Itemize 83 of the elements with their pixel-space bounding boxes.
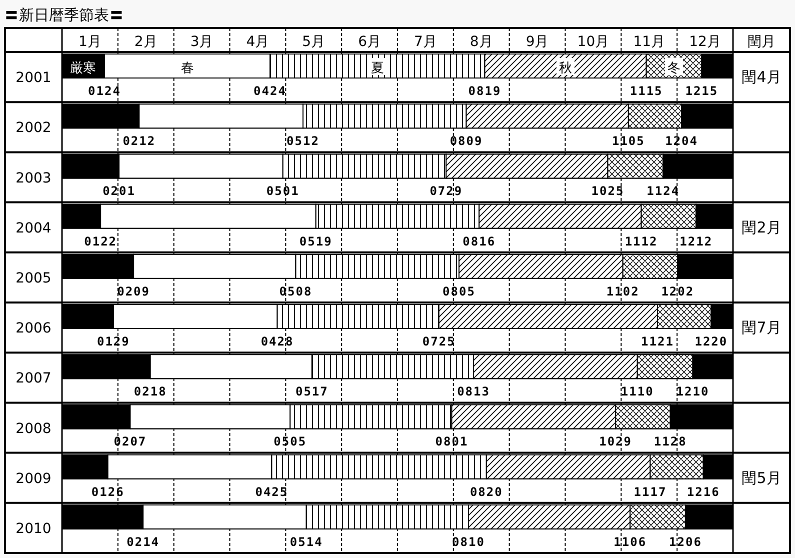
annotation: 閏5月 — [742, 468, 782, 487]
annotation: 0801 — [435, 434, 468, 449]
x-tick-label: 4月 — [246, 34, 270, 50]
annotation: 0201 — [102, 184, 136, 198]
y-tick-label: 2006 — [16, 320, 52, 337]
annotation: 1121 — [641, 334, 674, 348]
annotation: 1106 — [614, 534, 647, 549]
y-tick-label: 2010 — [16, 520, 52, 537]
y-tick-label: 2003 — [16, 170, 52, 186]
chart-title: 〓新日暦季節表〓 — [4, 6, 124, 24]
annotation: 0819 — [468, 84, 502, 98]
y-tick-label: 2005 — [16, 270, 52, 286]
y-tick-label: 2009 — [16, 470, 52, 487]
annotation: 閏2月 — [742, 218, 782, 236]
series-label: 冬 — [668, 61, 681, 76]
annotation: 0218 — [134, 384, 167, 399]
annotation: 1206 — [669, 534, 702, 549]
annotation: 0424 — [254, 84, 286, 98]
x-tick-label: 11月 — [633, 34, 666, 50]
y-tick-label: 2001 — [16, 70, 52, 86]
annotation: 1115 — [630, 84, 663, 98]
annotation: 1117 — [634, 484, 667, 499]
annotation: 0517 — [295, 384, 328, 399]
annotation: 1025 — [591, 184, 624, 198]
annotation: 0512 — [286, 134, 320, 148]
annotation: 1110 — [620, 384, 654, 399]
annotation: 1220 — [694, 334, 728, 348]
annotation: 0810 — [452, 534, 485, 549]
annotation: 0124 — [88, 84, 121, 98]
annotation: 0505 — [274, 434, 307, 449]
x-tick-label: 12月 — [689, 34, 721, 50]
annotation: 0129 — [96, 334, 130, 348]
x-tick-label: 2月 — [134, 34, 158, 50]
annotation: 1102 — [606, 284, 640, 298]
annotation: 0816 — [462, 234, 496, 248]
annotation: 1204 — [665, 134, 698, 148]
annotation: 1215 — [685, 84, 718, 98]
annotation: 1029 — [599, 434, 632, 449]
x-tick-label: 8月 — [470, 34, 493, 50]
annotation: 0519 — [299, 234, 332, 248]
x-tick-label: 10月 — [577, 34, 610, 50]
annotation: 0212 — [122, 134, 156, 148]
annotation: 1212 — [680, 234, 713, 248]
series-label: 厳寒 — [70, 60, 96, 76]
annotation: 0122 — [84, 234, 118, 248]
annotation: 0428 — [260, 334, 294, 348]
x-tick-label: 3月 — [190, 34, 214, 50]
annotation: 0209 — [117, 284, 150, 298]
annotation: 1202 — [661, 284, 694, 298]
annotation: 0501 — [266, 184, 300, 198]
annotation: 0813 — [457, 384, 490, 399]
x-tick-label: 7月 — [414, 34, 437, 50]
annotation: 0809 — [450, 134, 483, 148]
y-tick-label: 2002 — [16, 120, 52, 136]
annotation: 閏7月 — [742, 318, 782, 337]
annotation: 1124 — [646, 184, 680, 198]
series-label: 秋 — [559, 61, 572, 76]
annotation: 1216 — [686, 484, 720, 499]
series-label: 夏 — [370, 61, 384, 76]
annotation: 0805 — [442, 284, 476, 298]
annotation: 1128 — [654, 434, 687, 449]
annotation: 0508 — [279, 284, 312, 298]
x-tick-label: 5月 — [302, 34, 326, 50]
annotation: 0729 — [430, 184, 463, 198]
annotation: 1112 — [624, 234, 658, 248]
annotation: 0126 — [91, 484, 124, 499]
annotation: 1210 — [676, 384, 710, 399]
y-tick-label: 2008 — [16, 420, 52, 437]
series-label: 春 — [180, 61, 194, 76]
y-tick-label: 2004 — [16, 220, 52, 236]
annotation: 0514 — [290, 534, 323, 549]
annotation: 0425 — [255, 484, 288, 499]
y-tick-label: 2007 — [16, 370, 52, 387]
annotation: 1105 — [612, 134, 645, 148]
annotation: 閏4月 — [742, 68, 782, 86]
annotation: 0214 — [126, 534, 160, 549]
annotation: 0725 — [422, 334, 456, 348]
annotation: 0820 — [470, 484, 503, 499]
y2-axis-title: 閏月 — [748, 34, 776, 50]
x-tick-label: 1月 — [78, 34, 102, 50]
x-tick-label: 9月 — [526, 34, 549, 50]
x-tick-label: 6月 — [358, 34, 382, 50]
annotation: 0207 — [114, 434, 147, 449]
